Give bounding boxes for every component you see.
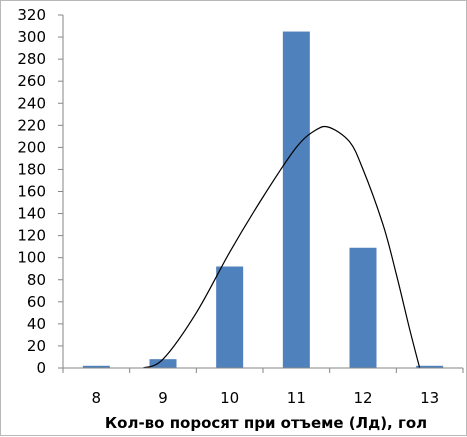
y-tick-label: 300 bbox=[17, 28, 46, 46]
y-tick-label: 120 bbox=[17, 227, 46, 245]
x-axis-title: Кол-во поросят при отъеме (Лд), гол bbox=[105, 414, 427, 432]
y-axis: 0 20 40 60 80 100 120 140 160 180 200 220 240 260 280 3… bbox=[17, 6, 64, 377]
bar bbox=[149, 359, 177, 368]
y-tick-label: 220 bbox=[17, 116, 46, 134]
y-tick-label: 160 bbox=[17, 183, 46, 201]
x-axis: 8 9 10 11 12 13 bbox=[62, 367, 464, 407]
curve-line bbox=[142, 125, 421, 369]
bar bbox=[416, 365, 444, 368]
y-tick-label: 240 bbox=[17, 94, 46, 112]
y-tick-label: 100 bbox=[17, 249, 46, 267]
x-tick-label: 12 bbox=[353, 389, 372, 407]
y-tick-label: 180 bbox=[17, 160, 46, 178]
x-tick-label: 10 bbox=[220, 389, 239, 407]
y-tick-label: 260 bbox=[17, 72, 46, 90]
y-tick-label: 0 bbox=[36, 359, 46, 377]
y-tick-label: 60 bbox=[27, 293, 46, 311]
distribution-curve bbox=[142, 125, 421, 369]
bar bbox=[349, 247, 377, 368]
x-tick-label: 13 bbox=[420, 389, 439, 407]
y-tick-label: 20 bbox=[27, 337, 46, 355]
y-tick-label: 80 bbox=[27, 271, 46, 289]
y-tick-label: 140 bbox=[17, 205, 46, 223]
bar bbox=[82, 365, 110, 368]
bars bbox=[82, 31, 444, 368]
x-tick-label: 11 bbox=[287, 389, 306, 407]
x-tick-label: 8 bbox=[92, 389, 102, 407]
y-tick-label: 200 bbox=[17, 138, 46, 156]
y-tick-label: 280 bbox=[17, 50, 46, 68]
y-tick-label: 320 bbox=[17, 6, 46, 24]
y-tick-label: 40 bbox=[27, 315, 46, 333]
bar bbox=[282, 31, 310, 368]
bar bbox=[216, 266, 244, 368]
x-tick-label: 9 bbox=[158, 389, 168, 407]
